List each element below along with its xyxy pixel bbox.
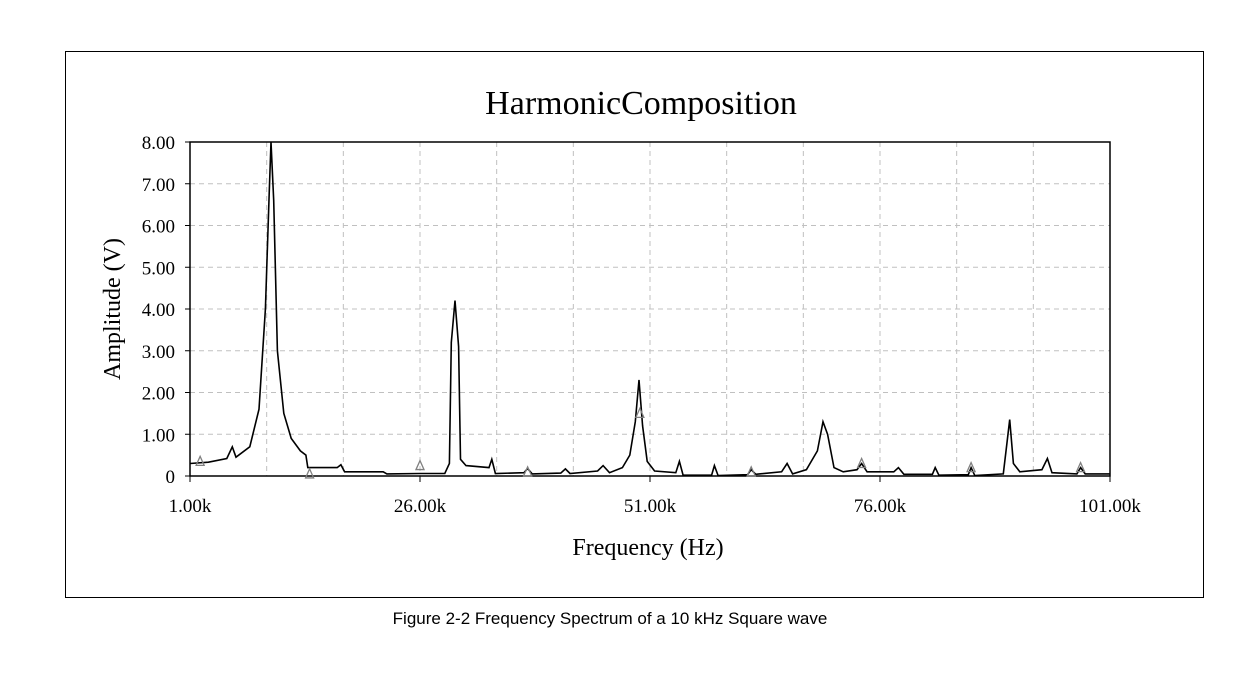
x-tick-label: 101.00k — [1079, 496, 1141, 517]
triangle-marker — [634, 406, 645, 419]
x-tick-label: 26.00k — [394, 496, 447, 517]
triangle-marker — [414, 458, 426, 471]
y-tick-label: 2.00 — [142, 384, 175, 405]
triangle-marker — [522, 465, 533, 477]
chart-frame — [65, 51, 1204, 598]
x-tick-label: 1.00k — [169, 496, 212, 517]
y-tick-label: 7.00 — [142, 175, 175, 196]
tick-labels: 0 1.00 2.00 3.00 4.00 5.00 6.00 7.00 8.00 1.00k 26… — [142, 133, 1142, 517]
markers — [195, 406, 1086, 479]
y-tick-label: 5.00 — [142, 258, 175, 279]
triangle-marker — [1075, 461, 1086, 473]
y-tick-label: 0 — [166, 467, 176, 488]
plot-border — [189, 141, 1111, 477]
y-tick-label: 3.00 — [142, 342, 175, 363]
x-axis-label: Frequency (Hz) — [572, 535, 723, 561]
triangle-marker — [966, 461, 977, 473]
y-tick-label: 1.00 — [142, 425, 175, 446]
y-tick-label: 4.00 — [142, 300, 175, 321]
figure-caption: Figure 2-2 Frequency Spectrum of a 10 kH… — [392, 609, 828, 628]
series — [189, 141, 1110, 477]
triangle-marker — [856, 456, 867, 469]
grid — [190, 142, 1110, 476]
triangle-marker — [195, 454, 206, 467]
y-axis-label: Amplitude (V) — [100, 238, 126, 380]
triangle-marker — [304, 467, 315, 479]
x-tick-label: 76.00k — [854, 496, 907, 517]
triangle-marker — [746, 465, 757, 477]
x-tick-label: 51.00k — [624, 496, 677, 517]
spectrum-line — [189, 141, 1110, 477]
chart-title: HarmonicComposition — [485, 85, 797, 122]
y-tick-label: 8.00 — [142, 133, 175, 154]
axes — [185, 141, 1111, 482]
y-tick-label: 6.00 — [142, 217, 175, 238]
